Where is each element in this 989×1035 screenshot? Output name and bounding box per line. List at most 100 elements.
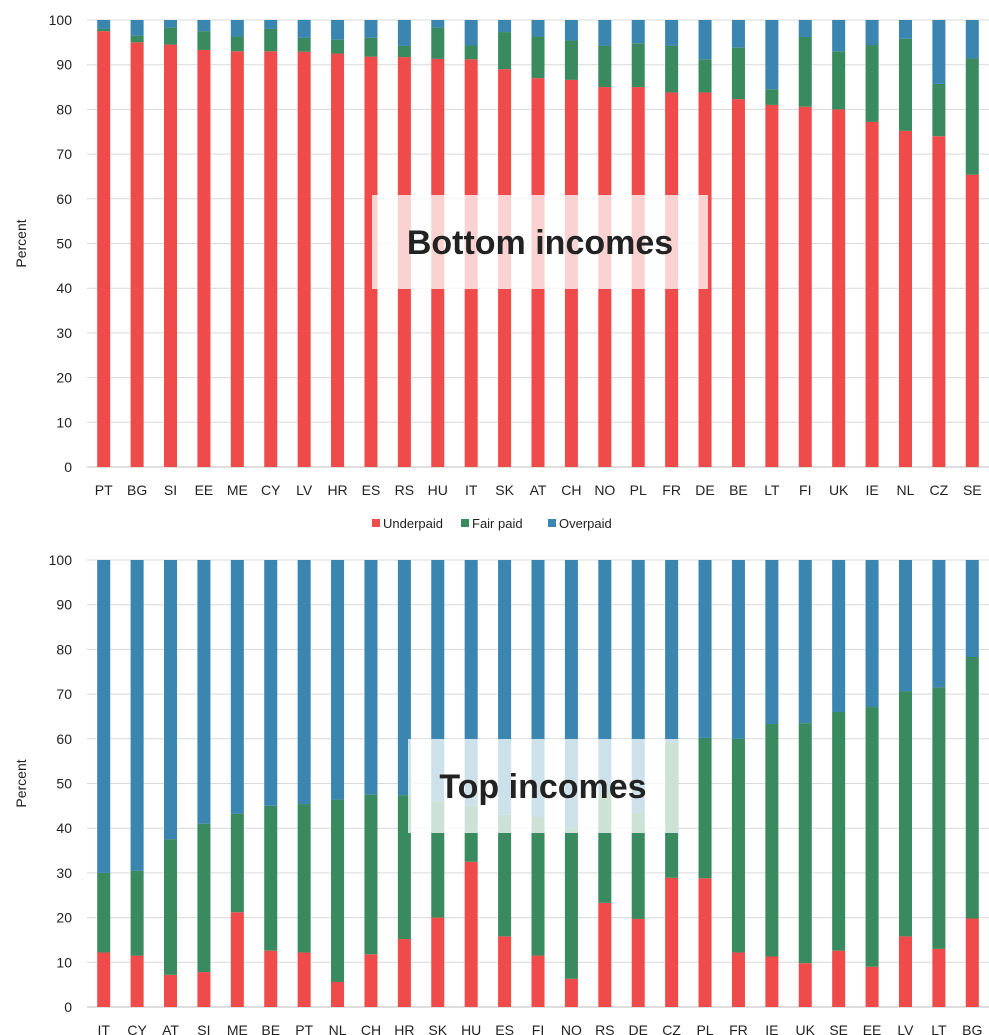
bar-de-fair-paid xyxy=(698,59,712,93)
bar-be-fair-paid xyxy=(264,805,278,951)
bar-de-underpaid xyxy=(631,918,645,1007)
bar-uk-overpaid xyxy=(798,560,812,724)
bar-no-overpaid xyxy=(598,20,612,46)
bar-se-fair-paid xyxy=(965,58,979,175)
bar-nl-fair-paid xyxy=(331,799,345,982)
bar-cy-underpaid xyxy=(130,955,144,1007)
x-tick-label: UK xyxy=(829,482,849,498)
bar-ie-fair-paid xyxy=(865,45,879,122)
y-tick-label: 50 xyxy=(56,776,72,792)
bar-me-underpaid xyxy=(230,51,244,467)
bar-hu-underpaid xyxy=(464,861,478,1007)
bar-hr-overpaid xyxy=(397,560,411,796)
chart-bottom-incomes: 0 10 20 30 40 50 60 70 80 90 100 Percent PT BG SI EE ME C… xyxy=(13,12,989,498)
bar-ee-underpaid xyxy=(865,966,879,1007)
bar-it-fair-paid xyxy=(97,872,111,953)
bar-lt-underpaid xyxy=(932,948,946,1007)
y-tick-label: 10 xyxy=(56,954,72,970)
x-tick-label: SI xyxy=(197,1022,210,1035)
bar-pt-underpaid xyxy=(297,952,311,1007)
bar-fi-overpaid xyxy=(798,20,812,37)
bar-rs-underpaid xyxy=(598,902,612,1007)
x-tick-label: IE xyxy=(765,1022,778,1035)
bar-rs-overpaid xyxy=(598,560,612,793)
bar-hr-fair-paid xyxy=(331,39,345,54)
bar-lv-fair-paid xyxy=(898,691,912,937)
bar-si-overpaid xyxy=(197,560,211,824)
bar-bg-overpaid xyxy=(965,560,979,657)
x-tick-label: FI xyxy=(532,1022,544,1035)
y-tick-label: 60 xyxy=(56,731,72,747)
x-tick-label: BE xyxy=(261,1022,280,1035)
x-tick-label: ES xyxy=(362,482,381,498)
bar-se-underpaid xyxy=(965,174,979,467)
x-tick-label: HR xyxy=(327,482,347,498)
bar-hr-underpaid xyxy=(397,939,411,1007)
bar-at-overpaid xyxy=(531,20,545,37)
bar-es-fair-paid xyxy=(364,37,378,57)
x-tick-label: EE xyxy=(195,482,214,498)
bar-lv-overpaid xyxy=(297,20,311,38)
bar-me-underpaid xyxy=(230,912,244,1007)
legend-swatch-fair-paid xyxy=(461,519,469,527)
x-tick-label: PL xyxy=(630,482,647,498)
bar-ie-overpaid xyxy=(765,560,779,725)
x-tick-label: NO xyxy=(561,1022,582,1035)
bar-bg-fair-paid xyxy=(965,657,979,919)
x-tick-label: FR xyxy=(662,482,681,498)
bar-si-underpaid xyxy=(197,972,211,1007)
bar-sk-fair-paid xyxy=(498,32,512,70)
y-tick-label: 90 xyxy=(56,57,72,73)
x-tick-label: CH xyxy=(361,1022,381,1035)
bar-nl-overpaid xyxy=(331,560,345,800)
bar-cz-underpaid xyxy=(932,136,946,467)
y-tick-label: 70 xyxy=(56,146,72,162)
x-tick-label: NL xyxy=(329,1022,347,1035)
bar-it-overpaid xyxy=(97,560,111,873)
bar-bg-underpaid xyxy=(965,918,979,1007)
bar-lt-fair-paid xyxy=(932,687,946,949)
bar-hr-underpaid xyxy=(331,53,345,468)
bar-fi-underpaid xyxy=(531,955,545,1007)
bar-bg-underpaid xyxy=(130,42,144,467)
bar-pl-fair-paid xyxy=(631,43,645,88)
bar-nl-underpaid xyxy=(898,130,912,468)
bar-sk-underpaid xyxy=(431,917,445,1007)
y-tick-label: 70 xyxy=(56,686,72,702)
bar-fi-fair-paid xyxy=(531,817,545,956)
bar-at-underpaid xyxy=(164,974,178,1007)
bar-pl-underpaid xyxy=(698,878,712,1007)
bar-at-overpaid xyxy=(164,560,178,840)
bar-no-fair-paid xyxy=(564,828,578,979)
x-tick-label: HU xyxy=(428,482,448,498)
legend-label-overpaid: Overpaid xyxy=(559,516,612,531)
x-tick-label: SE xyxy=(829,1022,848,1035)
bar-de-fair-paid xyxy=(631,812,645,919)
bar-lt-underpaid xyxy=(765,104,779,468)
x-tick-label: DE xyxy=(695,482,714,498)
legend: Underpaid Fair paid Overpaid xyxy=(372,516,612,531)
bar-cz-overpaid xyxy=(932,20,946,84)
x-tick-label: DE xyxy=(628,1022,647,1035)
y-tick-label: 0 xyxy=(64,459,72,475)
bar-fr-fair-paid xyxy=(665,45,679,93)
bar-lv-underpaid xyxy=(297,51,311,468)
bar-it-overpaid xyxy=(464,20,478,46)
bar-uk-overpaid xyxy=(832,20,846,52)
y-tick-label: 80 xyxy=(56,641,72,657)
bar-nl-fair-paid xyxy=(898,38,912,131)
x-tick-label: UK xyxy=(796,1022,816,1035)
bar-ie-fair-paid xyxy=(765,724,779,957)
x-tick-label: FI xyxy=(799,482,811,498)
bar-be-underpaid xyxy=(731,99,745,468)
bar-at-fair-paid xyxy=(531,36,545,79)
x-tick-label: SK xyxy=(428,1022,447,1035)
bar-ee-fair-paid xyxy=(197,31,211,50)
bar-hr-overpaid xyxy=(331,20,345,40)
bar-cy-fair-paid xyxy=(130,870,144,956)
bar-sk-overpaid xyxy=(498,20,512,33)
bar-bg-overpaid xyxy=(130,20,144,36)
bar-be-overpaid xyxy=(731,20,745,48)
x-tick-label: ME xyxy=(227,1022,248,1035)
x-tick-label: LT xyxy=(931,1022,947,1035)
